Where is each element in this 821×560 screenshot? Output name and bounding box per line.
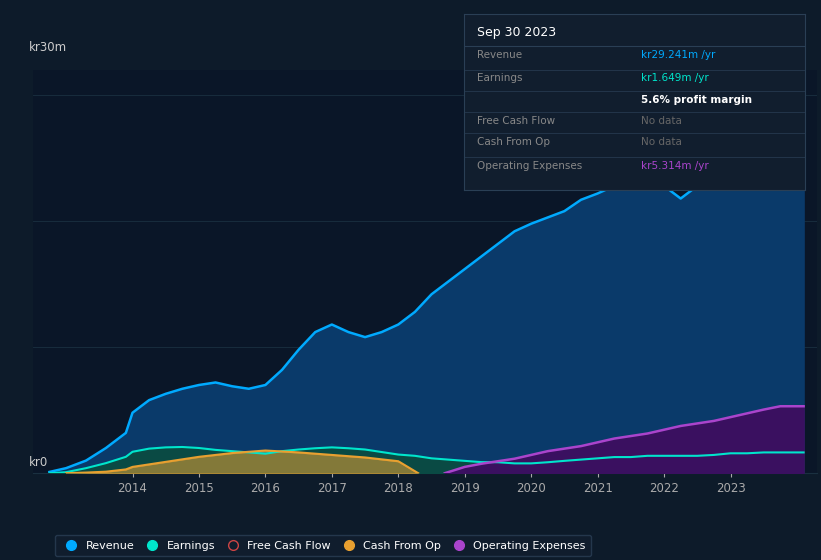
Legend: Revenue, Earnings, Free Cash Flow, Cash From Op, Operating Expenses: Revenue, Earnings, Free Cash Flow, Cash … — [55, 535, 591, 556]
Text: kr1.649m /yr: kr1.649m /yr — [641, 73, 709, 83]
Text: Free Cash Flow: Free Cash Flow — [478, 116, 556, 126]
Text: kr29.241m /yr: kr29.241m /yr — [641, 50, 715, 59]
Text: No data: No data — [641, 137, 682, 147]
Text: 5.6% profit margin: 5.6% profit margin — [641, 95, 752, 105]
Text: Cash From Op: Cash From Op — [478, 137, 551, 147]
Text: No data: No data — [641, 116, 682, 126]
Text: Earnings: Earnings — [478, 73, 523, 83]
Text: kr5.314m /yr: kr5.314m /yr — [641, 161, 709, 171]
Text: Operating Expenses: Operating Expenses — [478, 161, 583, 171]
Text: kr0: kr0 — [29, 456, 48, 469]
Text: kr30m: kr30m — [29, 41, 67, 54]
Text: Revenue: Revenue — [478, 50, 523, 59]
Text: Sep 30 2023: Sep 30 2023 — [478, 26, 557, 39]
